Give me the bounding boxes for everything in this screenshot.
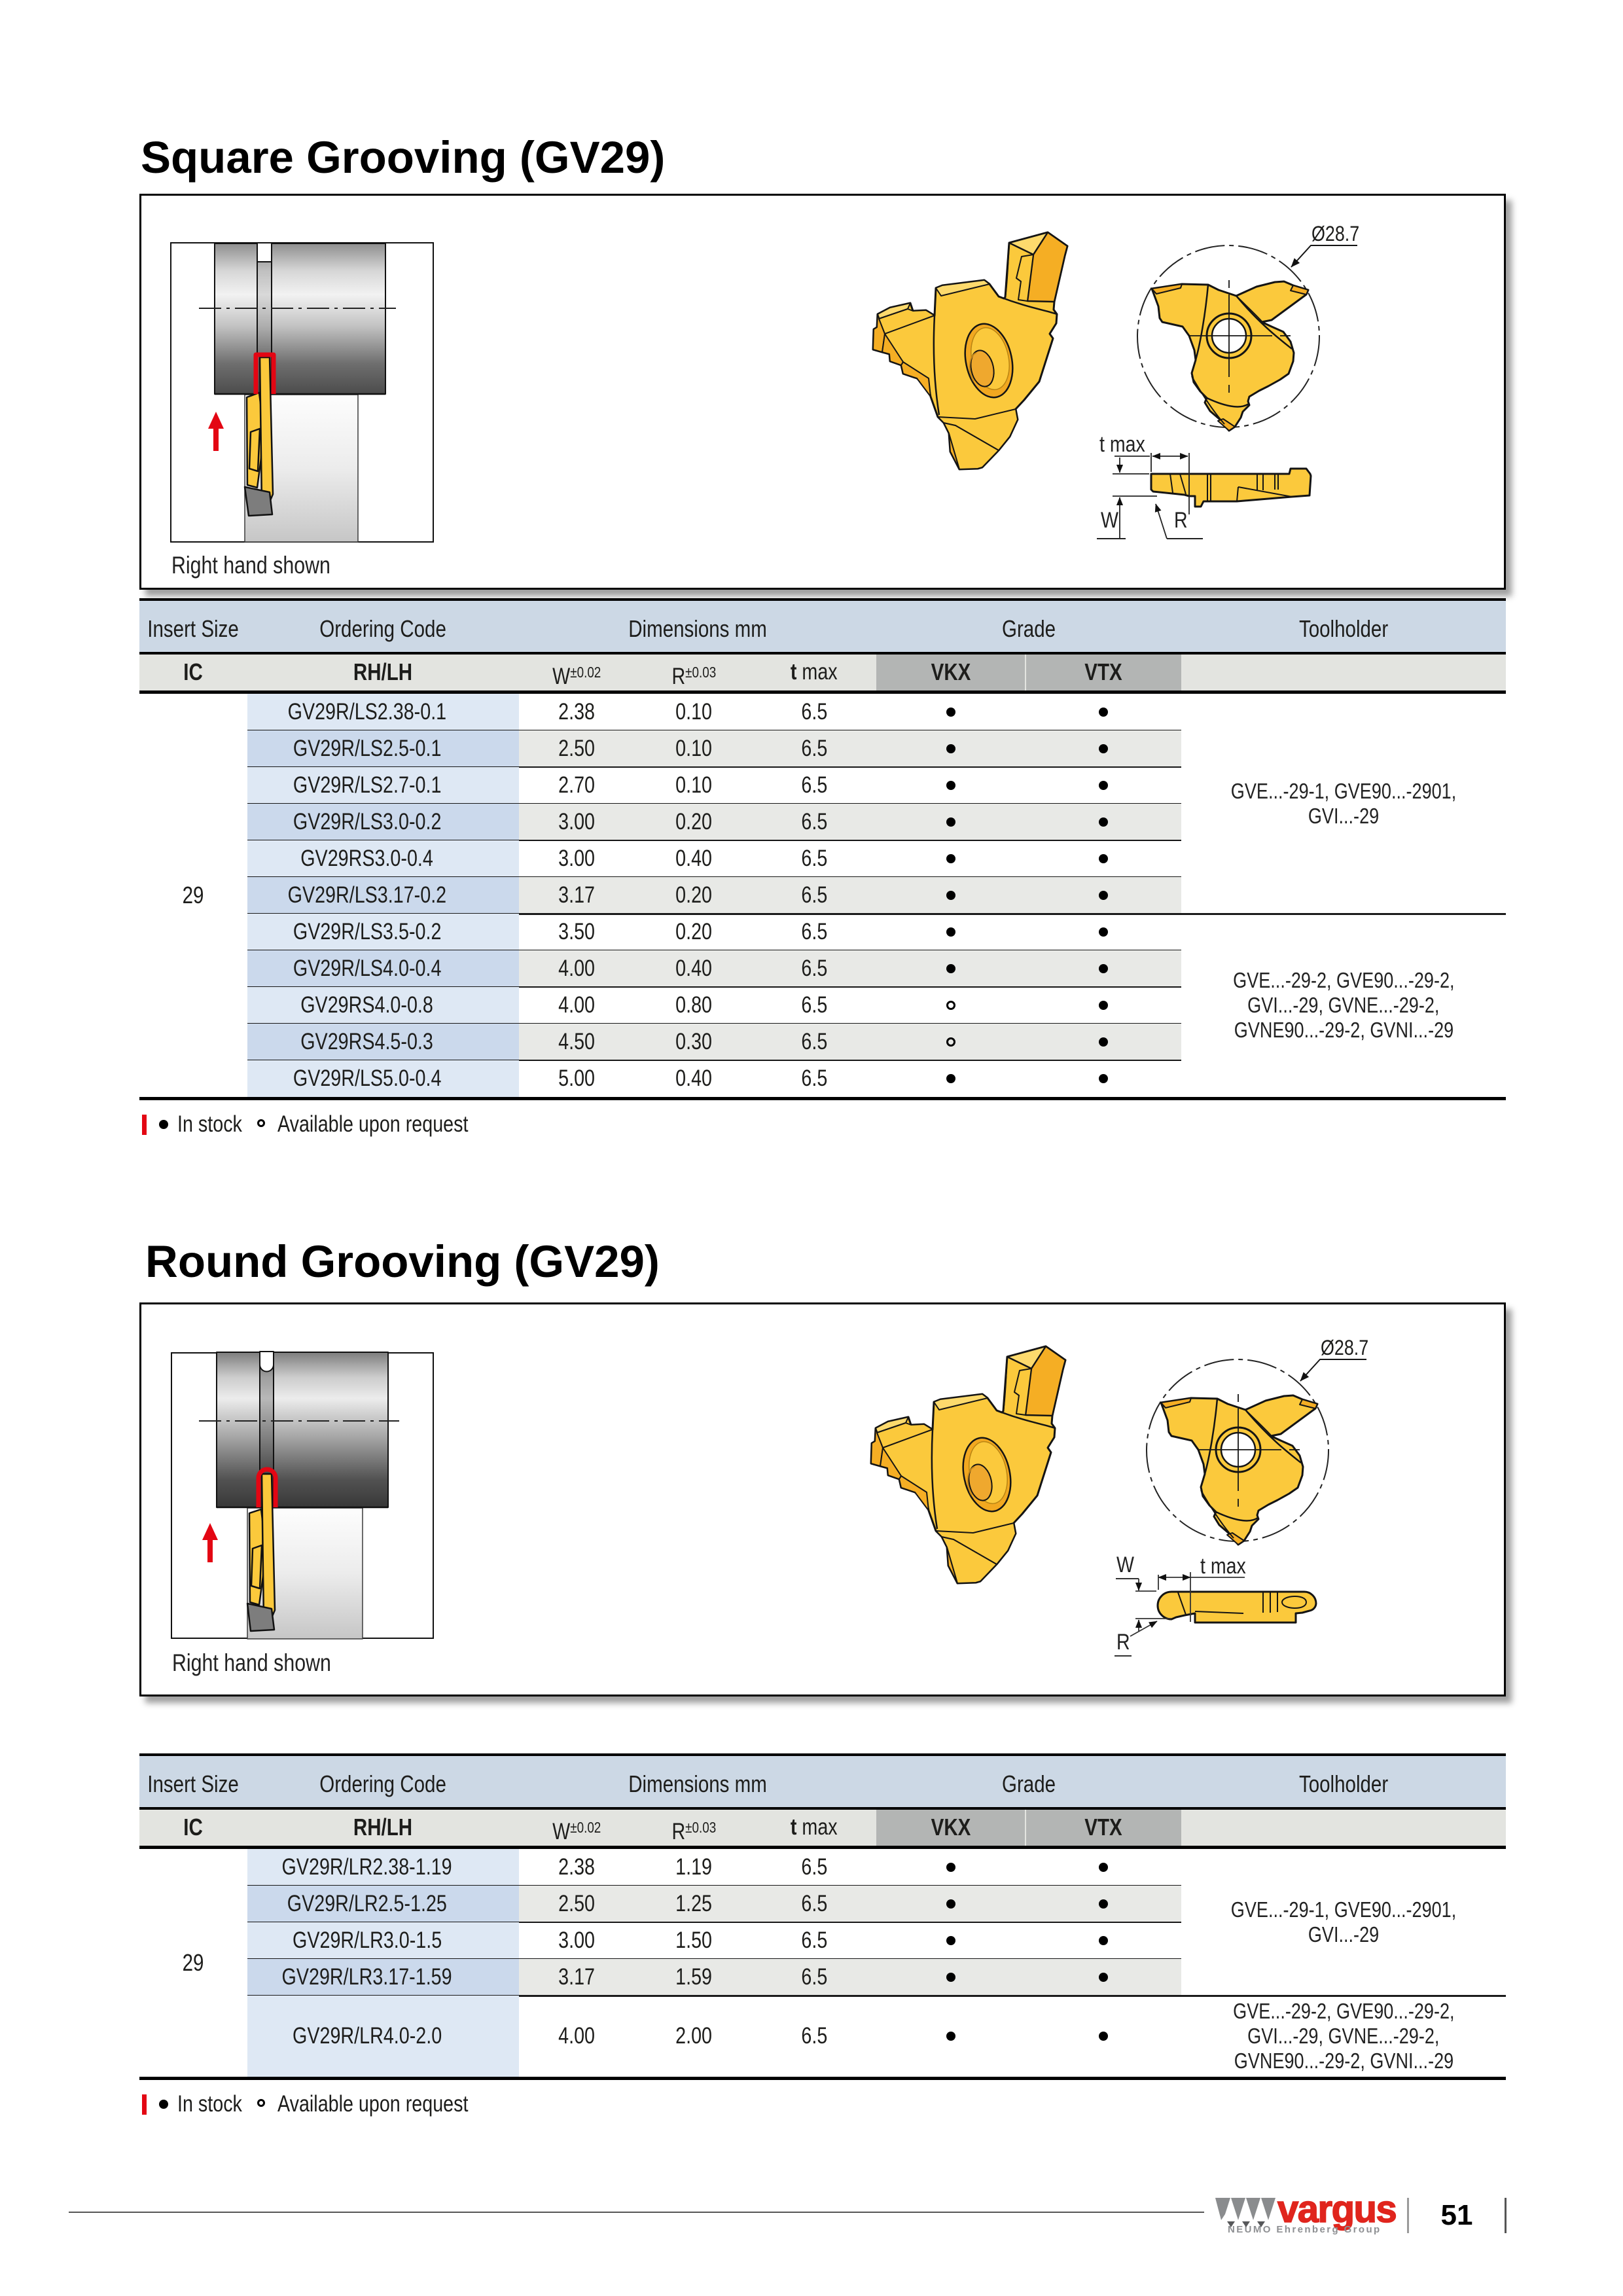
svg-text:t max: t max [1200,1554,1246,1579]
svg-text:t max: t max [1099,432,1145,457]
svg-text:R: R [1116,1630,1130,1655]
svg-text:R: R [1174,508,1188,533]
svg-text:W: W [1116,1552,1134,1577]
svg-text:W: W [1101,508,1118,533]
svg-text:Ø28.7: Ø28.7 [1311,223,1359,246]
